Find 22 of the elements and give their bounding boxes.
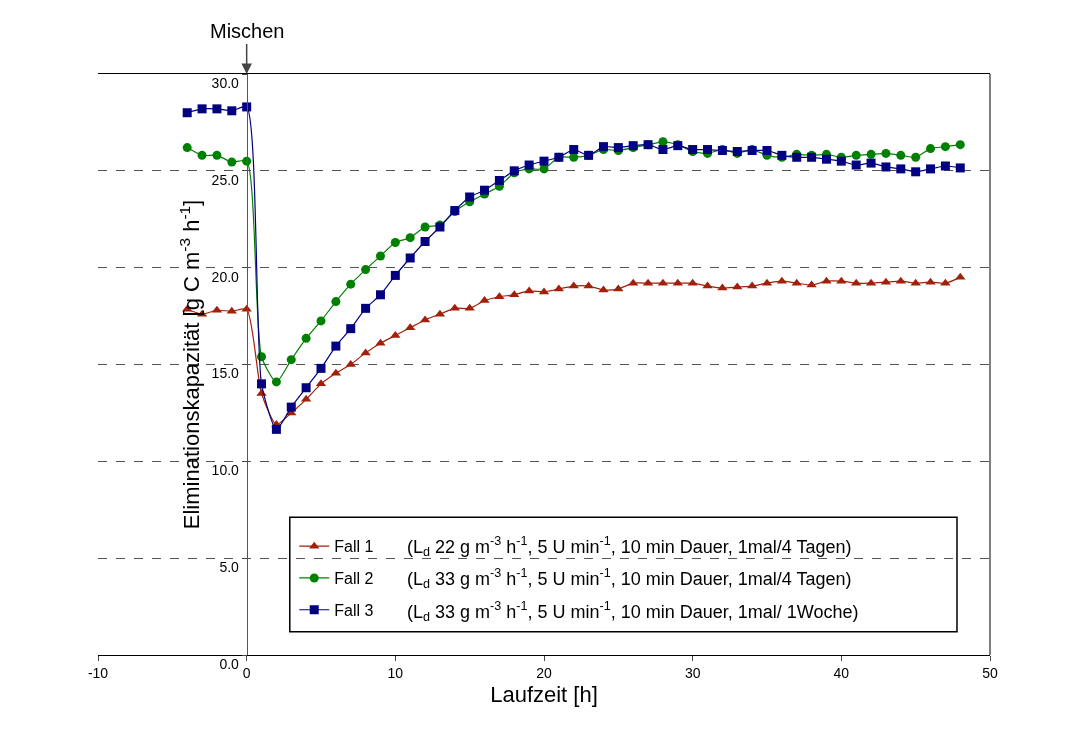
y-tick-label: 25.0	[211, 171, 240, 188]
y-tick-label: 5.0	[219, 559, 240, 576]
x-tick-label: -10	[87, 664, 109, 681]
x-tick-label: 0	[242, 664, 251, 681]
text: (L$_{d}$ 33 g m$^{-3}$ h$^{-1}$, 5 U min$^{-1}$, 10 min Dauer, 1mal/ 1Woche)	[407, 599, 859, 625]
x-tick-label: 10	[387, 664, 404, 681]
text: (L$_{d}$ 22 g m$^{-3}$ h$^{-1}$, 5 U min$^{-1}$, 10 min Dauer, 1mal/4 Tagen)	[407, 534, 852, 560]
x-tick-label: 20	[536, 664, 552, 681]
y-tick-label: 0.0	[219, 655, 240, 672]
text: Mischen	[210, 20, 285, 42]
y-tick-label: 15.0	[211, 365, 240, 382]
x-tick-label: 30	[684, 664, 701, 681]
text: (L$_{d}$ 33 g m$^{-3}$ h$^{-1}$, 5 U min$^{-1}$, 10 min Dauer, 1mal/4 Tagen)	[407, 566, 852, 592]
legend-label: Fall 1	[334, 538, 374, 556]
legend-label: Fall 2	[334, 570, 374, 588]
x-tick-label: 50	[982, 664, 998, 681]
x-axis-title: Laufzeit [h]	[490, 681, 598, 707]
y-tick-label: 20.0	[211, 268, 240, 285]
y-tick-label: 30.0	[211, 74, 240, 91]
y-tick-label: 10.0	[211, 462, 240, 479]
x-tick-label: 40	[833, 664, 850, 681]
legend-label: Fall 3	[334, 602, 374, 620]
